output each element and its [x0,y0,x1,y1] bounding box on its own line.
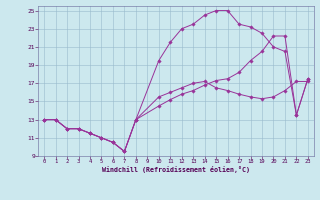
X-axis label: Windchill (Refroidissement éolien,°C): Windchill (Refroidissement éolien,°C) [102,166,250,173]
